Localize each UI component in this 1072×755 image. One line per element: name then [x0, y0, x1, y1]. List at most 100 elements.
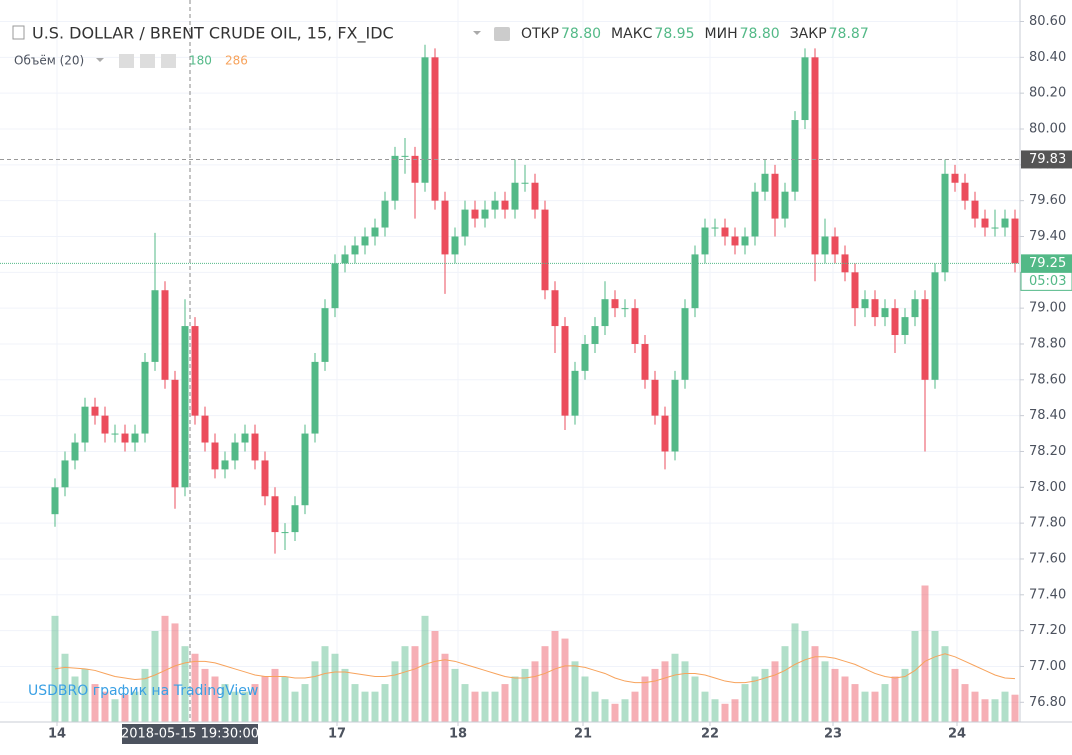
x-tick-label: 14 — [48, 727, 66, 742]
ohlc-label: ОТКР — [521, 26, 559, 42]
candle-body — [491, 200, 499, 210]
volume-ma-line — [54, 653, 1016, 684]
collapse-icon[interactable] — [12, 25, 25, 40]
volume-bar — [821, 661, 829, 722]
ohlc-value: 78.80 — [740, 26, 780, 42]
candle-body — [681, 308, 689, 380]
volume-bar — [1011, 694, 1019, 722]
candle-body — [661, 415, 669, 452]
volume-bar — [181, 646, 189, 722]
volume-bar — [751, 676, 759, 722]
candle-body — [271, 496, 279, 533]
volume-bar — [831, 668, 839, 722]
y-tick-label: 80.20 — [1029, 86, 1066, 101]
volume-bar — [211, 676, 219, 722]
candle-body — [561, 326, 569, 416]
candle-body — [421, 57, 429, 183]
eye-icon[interactable] — [119, 54, 134, 68]
volume-bar — [151, 631, 159, 722]
volume-bar — [461, 684, 469, 722]
volume-bar — [671, 653, 679, 722]
volume-bar — [261, 676, 269, 722]
volume-bar — [121, 694, 129, 722]
candle-body — [101, 415, 109, 434]
candle-body — [621, 308, 629, 310]
candle-body — [611, 299, 619, 309]
watermark: USDBRO график на TradingView — [28, 683, 258, 699]
candle-body — [461, 209, 469, 237]
candle-body — [781, 191, 789, 219]
eye-icon[interactable] — [494, 27, 510, 41]
candle-body — [311, 361, 319, 434]
volume-bar — [471, 691, 479, 722]
y-tick-label: 78.60 — [1029, 372, 1066, 387]
volume-bar — [571, 661, 579, 722]
volume-bar — [241, 691, 249, 722]
candle-body — [771, 173, 779, 219]
candle-body — [161, 290, 169, 380]
volume-bar — [491, 691, 499, 722]
volume-bar — [1001, 691, 1009, 722]
candle-body — [891, 308, 899, 336]
y-tick-label: 78.20 — [1029, 444, 1066, 459]
candle-body — [481, 209, 489, 219]
volume-bar — [871, 691, 879, 722]
volume-bar — [731, 699, 739, 722]
x-tick-label: 24 — [948, 727, 966, 742]
candle-body — [571, 370, 579, 416]
volume-bar — [551, 631, 559, 722]
volume-bar — [761, 668, 769, 722]
volume-value: 180 — [189, 54, 212, 68]
candle-body — [51, 487, 59, 515]
volume-bar — [971, 691, 979, 722]
volume-bar — [531, 661, 539, 722]
x-tick-label: 17 — [328, 727, 346, 742]
candle-body — [131, 433, 139, 443]
candle-body — [501, 200, 509, 210]
volume-bar — [521, 668, 529, 722]
candle-body — [901, 317, 909, 336]
volume-bar — [791, 623, 799, 722]
candle-body — [331, 263, 339, 309]
candle-body — [191, 326, 199, 416]
close-icon[interactable] — [161, 54, 176, 68]
volume-label: Объём (20) — [14, 54, 84, 68]
dropdown-icon[interactable] — [96, 58, 104, 62]
candle-body — [801, 57, 809, 121]
candle-body — [511, 182, 519, 210]
settings-icon[interactable] — [140, 54, 155, 68]
ohlc-header: ОТКР 78.80 МАКС 78.95 МИН 78.80 ЗАКР 78.87 — [521, 26, 869, 42]
candle-body — [941, 173, 949, 273]
candle-body — [151, 290, 159, 362]
volume-bar — [401, 646, 409, 722]
candle-body — [351, 245, 359, 255]
x-tick-label: 21 — [574, 727, 592, 742]
candle-body — [111, 433, 119, 435]
volume-bar — [131, 691, 139, 722]
volume-bar — [981, 699, 989, 722]
volume-bar — [91, 684, 99, 722]
volume-bar — [161, 615, 169, 722]
candle-body — [251, 433, 259, 461]
ohlc-label: МАКС — [611, 26, 653, 42]
volume-bar — [711, 699, 719, 722]
candle-body — [91, 406, 99, 416]
candle-body — [731, 236, 739, 246]
volume-bar — [201, 668, 209, 722]
volume-bar — [721, 703, 729, 722]
volume-bar — [691, 676, 699, 722]
volume-bar — [741, 684, 749, 722]
volume-bar — [371, 691, 379, 722]
candle-body — [631, 308, 639, 344]
candle-body — [81, 406, 89, 443]
candle-body — [221, 460, 229, 470]
chart-title: U.S. DOLLAR / BRENT CRUDE OIL, 15, FX_ID… — [32, 24, 394, 44]
candle-body — [61, 460, 69, 488]
dropdown-icon[interactable] — [473, 31, 481, 35]
volume-bar — [271, 668, 279, 722]
candle-body — [921, 299, 929, 380]
volume-bar — [81, 668, 89, 722]
volume-bar — [71, 676, 79, 722]
